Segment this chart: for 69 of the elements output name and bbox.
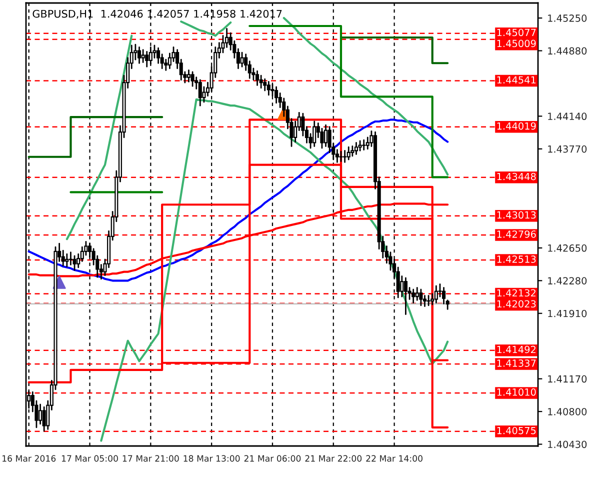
- ref-line-label: 1.41337: [497, 360, 536, 367]
- candlestick: [186, 70, 191, 82]
- ref-line-label: 1.41492: [497, 346, 536, 354]
- candlestick: [263, 78, 267, 92]
- candlestick: [65, 253, 69, 268]
- x-tick-label: 18 Mar 13:00: [184, 455, 240, 462]
- candlestick: [346, 146, 350, 160]
- candlestick: [362, 139, 366, 150]
- ref-line-label: 1.41010: [497, 388, 536, 396]
- y-tick-label: 1.40800: [548, 408, 587, 416]
- candlestick: [255, 70, 260, 86]
- candlestick: [415, 287, 419, 301]
- ref-line-label: 1.43013: [497, 211, 536, 219]
- y-tick-label: 1.43770: [548, 145, 587, 153]
- ref-line-label: 1.42796: [497, 230, 536, 238]
- candlestick: [312, 120, 316, 147]
- candlestick: [442, 287, 446, 304]
- y-tick-label: 1.42650: [548, 244, 587, 252]
- candlestick: [412, 288, 416, 304]
- x-tick-label: 17 Mar 05:00: [62, 455, 118, 462]
- candlestick: [358, 140, 362, 152]
- candlestick: [137, 46, 142, 64]
- candlestick: [259, 74, 263, 89]
- x-tick-label: 21 Mar 06:00: [244, 455, 301, 462]
- candlestick: [339, 150, 343, 162]
- candlestick: [38, 404, 42, 425]
- text: GBPUSD,H1 1.42046 1.42057 1.41958 1.42017: [32, 10, 282, 19]
- y-tick-label: 1.42280: [548, 277, 587, 284]
- candlestick: [350, 146, 354, 157]
- line-series: [100, 98, 449, 442]
- x-tick-label: 16 Mar 2016: [2, 455, 56, 462]
- candlestick: [354, 142, 358, 155]
- y-tick-label: 1.44140: [548, 112, 587, 120]
- candlestick: [141, 49, 145, 63]
- y-tick-label: 1.41910: [548, 310, 587, 318]
- candlestick: [42, 406, 46, 432]
- y-tick-label: 1.41170: [548, 375, 587, 383]
- y-tick-label: 1.45250: [548, 14, 587, 22]
- candlestick: [266, 81, 270, 96]
- candlestick: [198, 79, 202, 106]
- candlestick: [240, 52, 244, 68]
- ref-line-label: 1.44019: [497, 122, 536, 130]
- candlestick: [202, 86, 206, 103]
- candlestick: [438, 283, 442, 298]
- candlestick: [343, 150, 347, 163]
- candlestick: [419, 288, 423, 306]
- line-series: [28, 118, 449, 282]
- ref-line-label: 1.42023: [497, 300, 536, 308]
- ref-line-label: 1.43448: [497, 172, 536, 180]
- y-tick-label: 1.44880: [548, 47, 587, 55]
- candlestick: [72, 255, 76, 271]
- candlestick: [68, 252, 72, 266]
- ref-line-label: 1.42132: [497, 289, 536, 297]
- ref-line-label: 1.44541: [497, 76, 536, 84]
- candlestick: [400, 276, 404, 298]
- candlestick: [426, 294, 430, 306]
- candlestick: [324, 124, 328, 147]
- ref-line-label: 1.45009: [497, 40, 536, 48]
- candlestick: [434, 285, 438, 304]
- ref-line-label: 1.45077: [497, 28, 536, 36]
- ref-line-label: 1.40575: [497, 426, 536, 434]
- candlestick: [190, 71, 194, 87]
- candlestick: [404, 277, 408, 315]
- x-tick-label: 21 Mar 22:00: [305, 455, 362, 462]
- candlestick: [145, 50, 149, 68]
- ref-line-label: 1.42513: [497, 256, 536, 263]
- x-tick-label: 17 Mar 21:00: [122, 455, 179, 462]
- x-tick-label: 22 Mar 14:00: [366, 455, 422, 462]
- y-tick-label: 1.40430: [548, 440, 587, 448]
